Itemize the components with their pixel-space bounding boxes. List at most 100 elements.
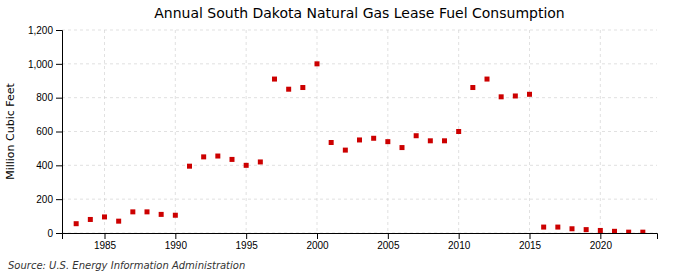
tick: 1990	[165, 233, 188, 251]
tick-mark	[530, 233, 531, 239]
tick: 2015	[519, 233, 542, 251]
point	[315, 61, 320, 66]
point	[626, 230, 631, 233]
point	[74, 221, 79, 226]
axis-line	[63, 234, 658, 240]
tick-label: 2015	[519, 240, 542, 251]
point	[598, 228, 603, 233]
points	[74, 61, 646, 233]
grid-line	[62, 199, 657, 200]
x-axis: 1985 1990 1995 2000 2005 2010 2015 2020	[63, 233, 658, 251]
point	[371, 136, 376, 141]
point	[102, 214, 107, 219]
point	[300, 85, 305, 90]
tick: 2000	[306, 233, 329, 251]
tick-label: 600	[36, 126, 53, 137]
point	[499, 94, 504, 99]
tick-mark	[459, 233, 460, 239]
point	[215, 154, 220, 159]
axis-line	[56, 31, 63, 234]
point	[584, 227, 589, 232]
grid-line	[246, 30, 247, 233]
point	[173, 213, 178, 218]
plot: 1985 1990 1995 2000 2005 2010 2015 2020 0 200 400 6…	[28, 25, 658, 251]
point	[570, 226, 575, 231]
tick-mark	[56, 98, 62, 99]
grid-line	[104, 30, 105, 233]
tick: 400	[36, 160, 62, 171]
grid-line	[317, 30, 318, 233]
point	[428, 138, 433, 143]
point	[343, 148, 348, 153]
grid-line	[387, 30, 388, 233]
tick-mark	[56, 132, 62, 133]
tick-label: 2000	[306, 240, 329, 251]
tick-mark	[56, 64, 62, 65]
tick-label: 2010	[448, 240, 471, 251]
tick: 800	[36, 92, 62, 103]
point	[201, 154, 206, 159]
tick-label: 2020	[590, 240, 613, 251]
point	[414, 133, 419, 138]
point	[88, 217, 93, 222]
annotation: Source: U.S. Energy Information Administ…	[8, 260, 245, 271]
point	[159, 212, 164, 217]
tick-mark	[56, 165, 62, 166]
tick: 1995	[236, 233, 259, 251]
point	[329, 140, 334, 145]
tick: 1985	[94, 233, 117, 251]
tick-mark	[388, 233, 389, 239]
point	[187, 164, 192, 169]
tick-label: 0	[47, 228, 53, 239]
point	[230, 157, 235, 162]
point	[145, 209, 150, 214]
tick-label: 1995	[236, 240, 259, 251]
grid-line	[600, 30, 601, 233]
point	[272, 77, 277, 82]
point	[513, 93, 518, 98]
tick-mark	[105, 233, 106, 239]
grid	[62, 30, 657, 233]
grid-line	[62, 63, 657, 64]
point	[244, 163, 249, 168]
tick: 200	[36, 194, 62, 205]
grid-line	[62, 165, 657, 166]
tick-label: 200	[36, 194, 53, 205]
tick-mark	[175, 233, 176, 239]
tick-mark	[56, 199, 62, 200]
tick: 2005	[377, 233, 400, 251]
grid-line	[175, 30, 176, 233]
tick-label: 1990	[165, 240, 188, 251]
point	[130, 209, 135, 214]
tick-label: 1985	[94, 240, 117, 251]
point	[116, 219, 121, 224]
point	[357, 137, 362, 142]
tick: 600	[36, 126, 62, 137]
grid-line	[62, 97, 657, 98]
point	[485, 77, 490, 82]
tick-label: 1,000	[28, 59, 53, 70]
tick-label: 400	[36, 160, 53, 171]
tick-mark	[246, 233, 247, 239]
point	[555, 225, 560, 230]
tick-mark	[56, 233, 62, 234]
point	[456, 129, 461, 134]
point	[640, 230, 645, 233]
tick-mark	[600, 233, 601, 239]
tick-label: 2005	[377, 240, 400, 251]
point	[442, 138, 447, 143]
point	[612, 229, 617, 233]
point	[470, 85, 475, 90]
tick: 2010	[448, 233, 471, 251]
tick: 1,200	[28, 25, 62, 36]
grid-line	[62, 131, 657, 132]
y-axis: 0 200 400 600 800 1,000 1,200	[28, 25, 63, 239]
tick: 2020	[590, 233, 613, 251]
tick-label: 1,200	[28, 25, 53, 36]
grid-line	[62, 30, 657, 31]
grid-line	[529, 30, 530, 233]
title: Annual South Dakota Natural Gas Lease Fu…	[154, 5, 565, 21]
chart: 1985 1990 1995 2000 2005 2010 2015 2020 0 200 400 6…	[0, 0, 675, 275]
y-axis-title: Million Cubic Feet	[4, 82, 17, 179]
tick: 0	[47, 228, 62, 239]
